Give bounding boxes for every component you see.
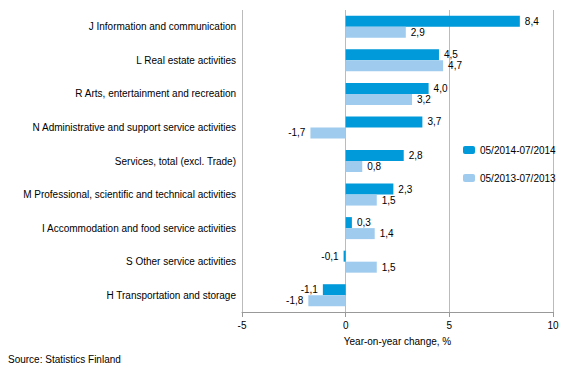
svg-text:4,7: 4,7: [448, 60, 462, 71]
svg-text:Services, total (excl. Trade): Services, total (excl. Trade): [115, 156, 236, 167]
svg-text:1,4: 1,4: [380, 228, 394, 239]
svg-text:-5: -5: [238, 320, 247, 331]
svg-text:-0,1: -0,1: [321, 251, 339, 262]
svg-text:2,9: 2,9: [411, 27, 425, 38]
svg-text:2,8: 2,8: [409, 150, 423, 161]
svg-text:H Transportation and storage: H Transportation and storage: [106, 290, 236, 301]
svg-text:10: 10: [547, 320, 559, 331]
svg-text:0,3: 0,3: [357, 217, 371, 228]
svg-text:05/2014-07/2014: 05/2014-07/2014: [480, 145, 556, 156]
svg-text:0,8: 0,8: [367, 161, 381, 172]
svg-text:2,3: 2,3: [398, 184, 412, 195]
svg-text:J Information and communicatio: J Information and communication: [89, 21, 236, 32]
svg-text:3,2: 3,2: [417, 94, 431, 105]
svg-text:-1,7: -1,7: [288, 127, 306, 138]
svg-text:3,7: 3,7: [427, 116, 441, 127]
svg-text:8,4: 8,4: [525, 16, 539, 27]
svg-text:5: 5: [447, 320, 453, 331]
svg-text:M Professional, scientific and: M Professional, scientific and technical…: [23, 189, 236, 200]
svg-text:S Other service activities: S Other service activities: [126, 256, 236, 267]
svg-text:05/2013-07/2013: 05/2013-07/2013: [480, 173, 556, 184]
svg-text:1,5: 1,5: [382, 195, 396, 206]
svg-text:1,5: 1,5: [382, 262, 396, 273]
svg-text:4,0: 4,0: [434, 83, 448, 94]
svg-text:I Accommodation and food servi: I Accommodation and food service activit…: [42, 223, 236, 234]
svg-text:4,5: 4,5: [444, 49, 458, 60]
svg-text:R Arts, entertainment and recr: R Arts, entertainment and recreation: [75, 88, 236, 99]
svg-text:Source: Statistics Finland: Source: Statistics Finland: [8, 354, 121, 365]
svg-text:0: 0: [343, 320, 349, 331]
svg-text:L Real estate activities: L Real estate activities: [136, 55, 236, 66]
svg-text:-1,8: -1,8: [286, 295, 304, 306]
svg-text:-1,1: -1,1: [301, 284, 319, 295]
svg-text:Year-on-year change, %: Year-on-year change, %: [344, 336, 452, 347]
svg-text:N Administrative and support s: N Administrative and support service act…: [33, 122, 236, 133]
